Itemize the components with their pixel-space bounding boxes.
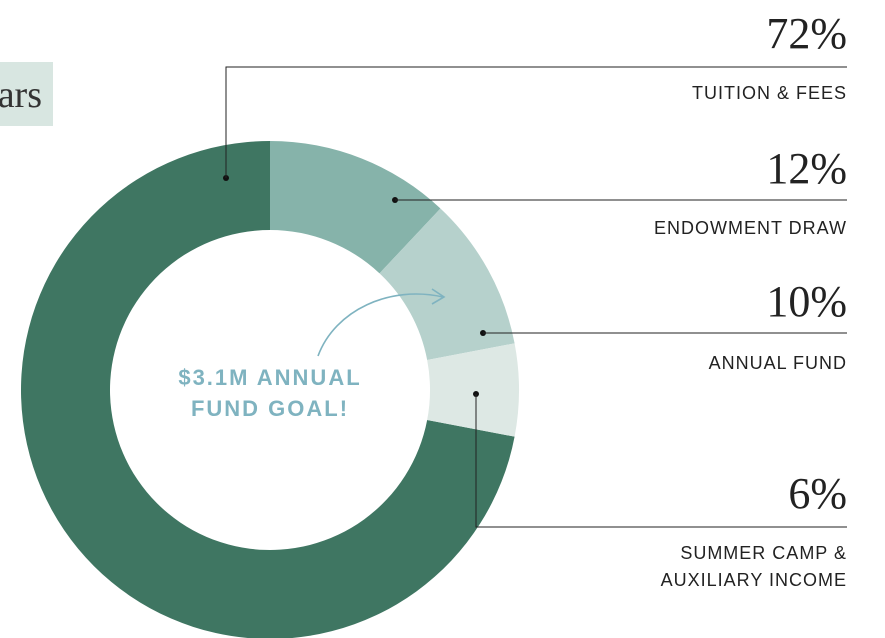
leader-line [225,66,847,178]
value-label: 6% [788,469,847,518]
value-label: 10% [766,277,847,326]
slice [21,141,515,638]
slice [427,343,520,437]
annotation-arrow [317,293,444,357]
category-label: ANNUAL FUND [708,353,847,373]
category-label: SUMMER CAMP & AUXILIARY INCOME [660,543,847,590]
leader-line [475,394,847,528]
value-label: 12% [766,144,847,193]
value-label: 72% [766,9,847,58]
category-label: ENDOWMENT DRAW [654,218,847,238]
tag-box [0,62,53,126]
slice [270,141,441,274]
category-label: TUITION & FEES [691,83,847,103]
tag-text: ars [0,74,42,116]
annotation: $3.1M ANNUAL FUND GOAL! [178,365,362,421]
slice [379,208,515,361]
annotation-arrowhead [431,288,446,305]
slices [21,141,520,638]
